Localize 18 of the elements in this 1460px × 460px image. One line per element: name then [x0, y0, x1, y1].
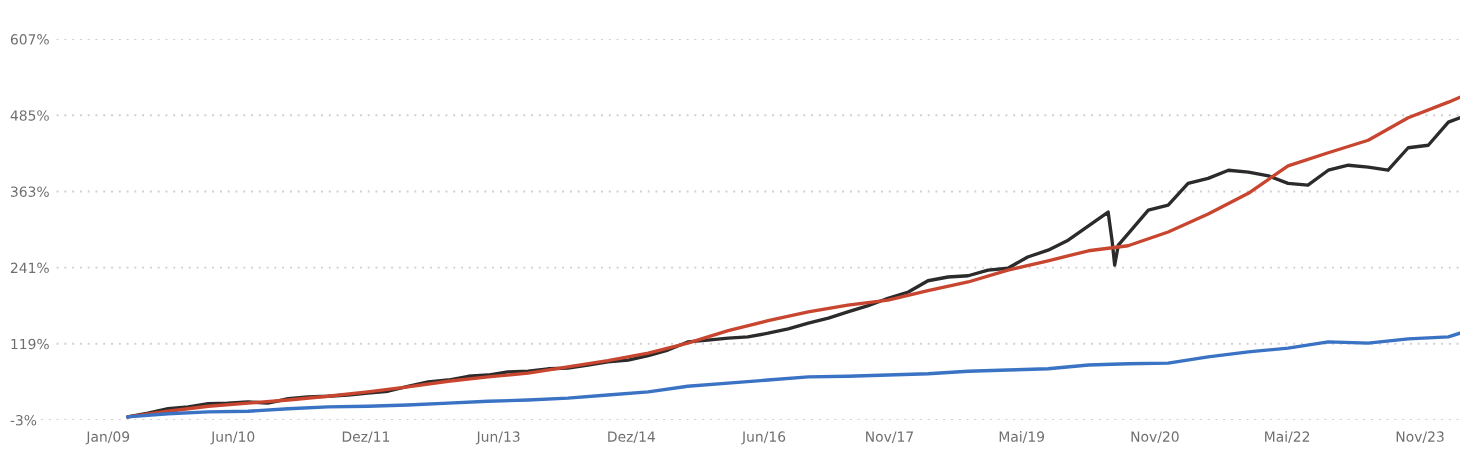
x-tick-label: Jun/10	[210, 431, 255, 445]
y-tick-label: 363%	[10, 186, 49, 197]
x-tick-label: Mai/19	[999, 431, 1045, 443]
y-tick-label: -3%	[10, 414, 37, 426]
line-series	[125, 331, 1460, 419]
x-tick-label: Jun/16	[741, 431, 786, 445]
y-tick-label: 485%	[10, 110, 49, 121]
x-tick-label: Nov/17	[866, 431, 914, 443]
x-tick-label: Dez/11	[342, 431, 390, 443]
x-tick-label: Dez/14	[608, 431, 655, 443]
x-tick-label: Nov/20	[1131, 431, 1179, 443]
x-tick-label: Nov/23	[1396, 431, 1444, 443]
x-tick-label: Jun/13	[475, 431, 520, 445]
y-tick-label: 607%	[10, 34, 49, 45]
x-tick-label: Mai/22	[1265, 431, 1310, 443]
y-tick-label: 119%	[11, 338, 49, 350]
x-tick-label: Jan/09	[85, 431, 130, 445]
y-tick-label: 241%	[10, 262, 49, 274]
